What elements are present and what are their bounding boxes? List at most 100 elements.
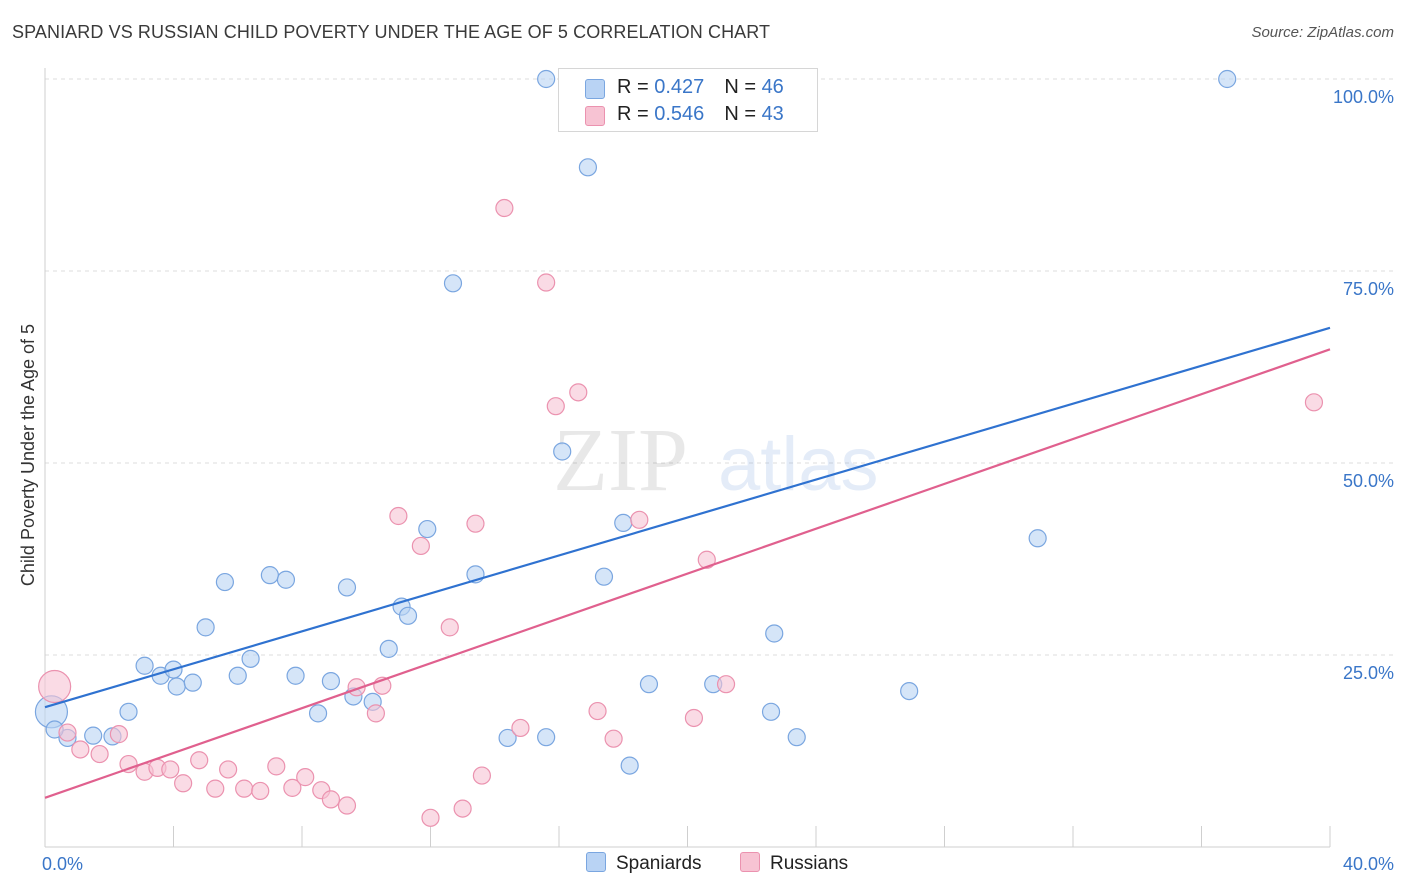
russians-point (546, 397, 565, 416)
russians-point (495, 198, 514, 218)
russians-point (190, 751, 209, 770)
russians-point (283, 778, 302, 797)
r-value-russians: 0.546 (654, 103, 705, 125)
russians-point (235, 779, 254, 798)
russians-point (219, 760, 238, 779)
spaniards-point (537, 69, 556, 89)
spaniards-point (379, 639, 398, 658)
gridlines (45, 78, 1394, 656)
russians-point (604, 729, 623, 748)
spaniards-point (620, 756, 639, 775)
russians-point (38, 669, 72, 704)
spaniards-point (183, 673, 202, 692)
russians-point (366, 704, 385, 723)
y-axis-label: Child Poverty Under the Age of 5 (18, 324, 38, 586)
spaniards-point (119, 702, 138, 721)
spaniards-point (614, 513, 633, 533)
spaniards-legend-label: Spaniards (616, 853, 702, 874)
russians-point (440, 618, 459, 637)
spaniards-point (286, 666, 305, 685)
source-credit: Source: ZipAtlas.com (1251, 24, 1394, 41)
russians-point (58, 723, 77, 742)
chart-title: SPANIARD VS RUSSIAN CHILD POVERTY UNDER … (12, 22, 771, 42)
spaniards-point (594, 567, 614, 586)
spaniards-point (787, 728, 806, 747)
spaniards-point (167, 677, 186, 696)
russians-point (697, 550, 716, 569)
russians-trendline (44, 348, 1331, 799)
data-points (34, 69, 1324, 827)
russians-point (90, 744, 109, 764)
russians-point (421, 808, 440, 827)
trendlines (44, 326, 1331, 799)
russians-legend-swatch (740, 852, 760, 872)
y-tick-label: 100.0% (1333, 87, 1394, 107)
y-tick-label: 25.0% (1343, 663, 1394, 683)
spaniards-swatch (585, 79, 605, 99)
russians-point (161, 760, 180, 779)
spaniards-point (135, 656, 154, 675)
spaniards-point (398, 606, 418, 625)
watermark-atlas: atlas (718, 422, 879, 507)
russians-point (267, 757, 286, 776)
spaniards-point (418, 519, 437, 539)
y-tick-label: 75.0% (1343, 279, 1394, 299)
spaniards-point (321, 672, 341, 691)
correlation-legend: R = 0.427 N = 46 R = 0.546 N = 43 (558, 68, 818, 132)
r-label: R = (617, 103, 655, 125)
r-value-spaniards: 0.427 (654, 76, 705, 98)
spaniards-point (196, 618, 215, 637)
spaniards-point (765, 624, 784, 643)
russians-legend-label: Russians (770, 853, 849, 874)
n-label: N = (724, 103, 762, 125)
russians-point (321, 790, 341, 809)
spaniards-point (241, 649, 260, 668)
russians-point (71, 740, 90, 759)
spaniards-point (537, 728, 556, 747)
russians-point (630, 510, 649, 529)
n-value-russians: 43 (761, 103, 784, 125)
tick-labels: 25.0% 50.0% 75.0% 100.0% 0.0% 40.0% (42, 87, 1394, 874)
russians-point (206, 779, 225, 798)
spaniards-point (761, 702, 781, 721)
n-label: N = (724, 76, 762, 98)
spaniards-point (578, 158, 598, 177)
russians-point (389, 506, 408, 526)
russians-point (109, 725, 128, 744)
russians-point (684, 708, 704, 728)
legend-item-spaniards[interactable]: Spaniards (586, 852, 702, 875)
russians-point (588, 701, 607, 721)
n-value-spaniards: 46 (761, 76, 784, 98)
spaniards-point (553, 442, 572, 461)
russians-point (716, 675, 736, 694)
spaniards-legend-swatch (586, 852, 606, 872)
russians-point (537, 273, 556, 292)
spaniards-point (276, 570, 296, 589)
spaniards-point (1218, 69, 1237, 89)
russians-point (453, 799, 472, 818)
russians-swatch (585, 106, 605, 126)
watermark: ZIP atlas (553, 411, 879, 510)
russians-point (466, 514, 485, 533)
spaniards-point (84, 726, 103, 745)
spaniards-point (900, 681, 919, 701)
spaniards-point (443, 274, 463, 293)
spaniards-point (1028, 529, 1047, 548)
spaniards-point (228, 666, 247, 685)
russians-point (472, 766, 491, 785)
legend-item-russians[interactable]: Russians (740, 852, 848, 875)
x-tick-label: 40.0% (1343, 854, 1394, 874)
russians-point (569, 383, 588, 402)
x-tick-label: 0.0% (42, 854, 83, 874)
russians-point (1304, 393, 1324, 412)
spaniards-point (639, 675, 659, 694)
spaniards-point (260, 566, 279, 585)
russians-point (511, 718, 530, 738)
russians-point (251, 781, 270, 801)
spaniards-point (215, 572, 234, 592)
russians-point (174, 774, 193, 793)
watermark-zip: ZIP (553, 411, 688, 510)
spaniards-point (498, 728, 517, 748)
r-label: R = (617, 76, 655, 98)
